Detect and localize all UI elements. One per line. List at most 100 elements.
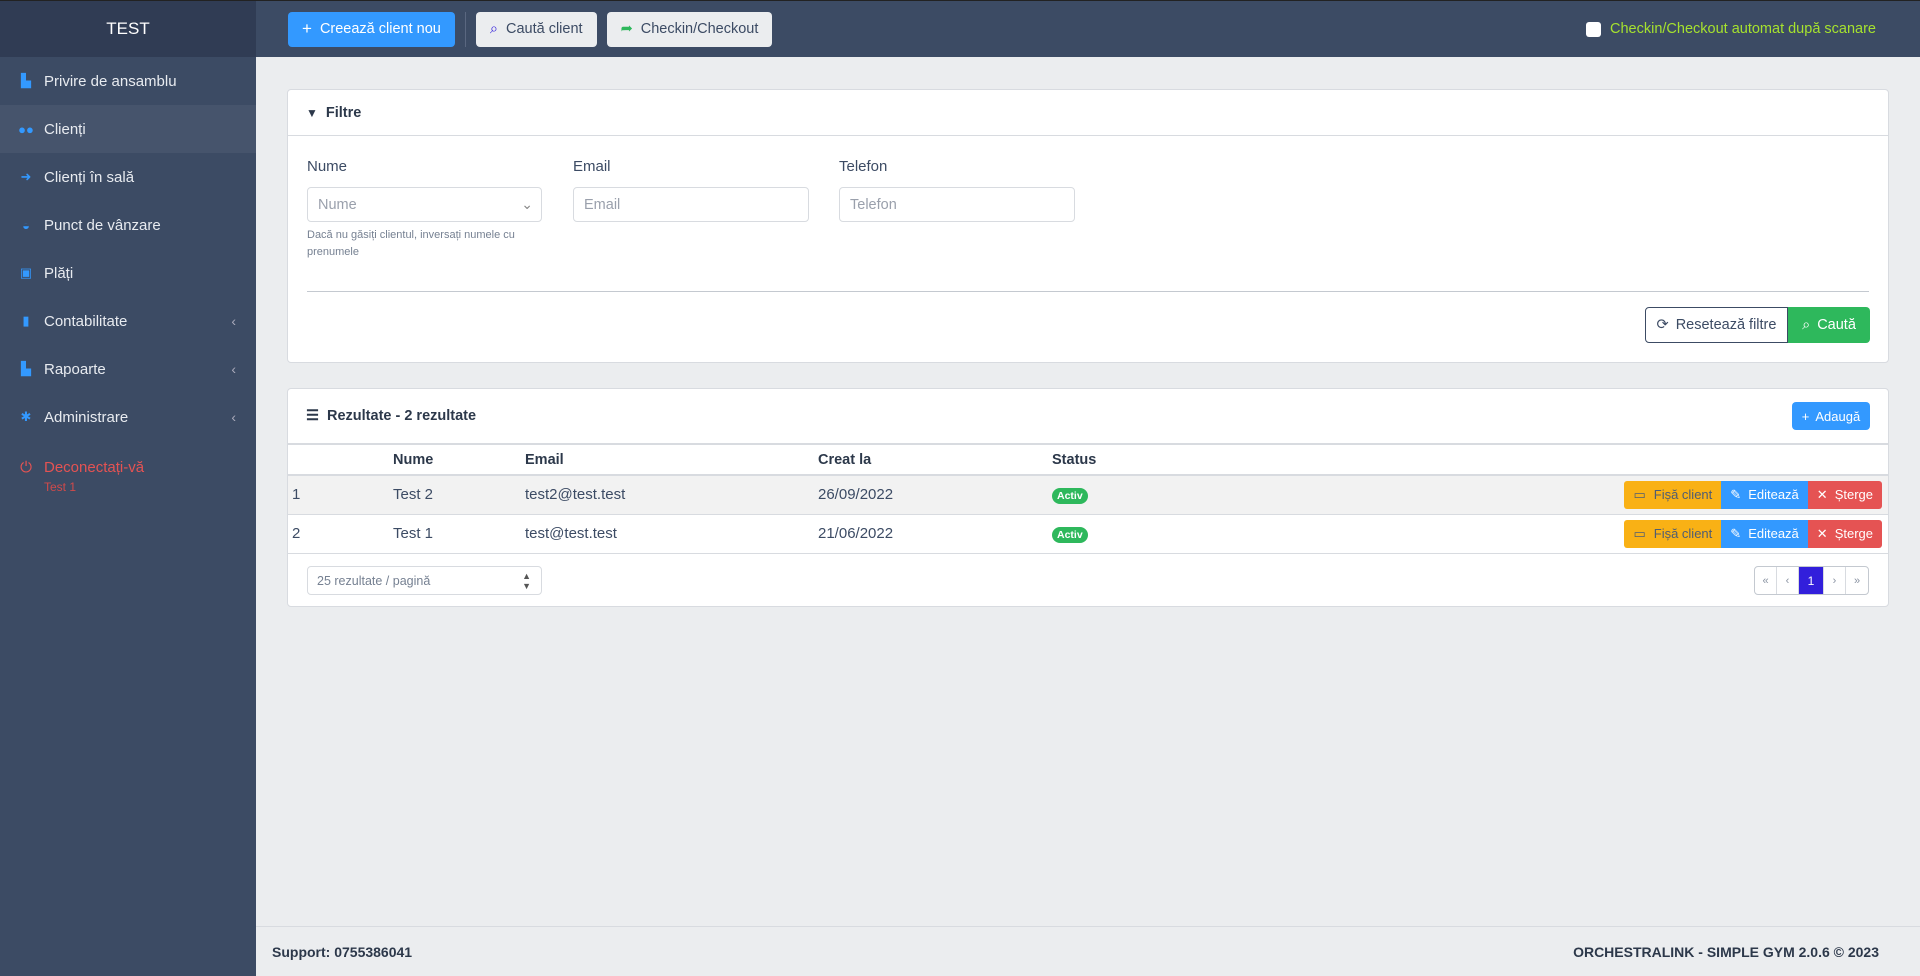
column-header-index [288, 443, 393, 476]
phone-input[interactable]: Telefon [839, 187, 1075, 222]
per-page-value: 25 rezultate / pagină [317, 573, 431, 588]
sidebar-item-payments[interactable]: ▣ Plăți [0, 249, 256, 297]
logged-user: Test 1 [44, 480, 77, 494]
sidebar-item-accounting[interactable]: ▮ Contabilitate ‹ [0, 297, 256, 345]
users-icon: ●● [18, 121, 34, 137]
basket-icon: ◒ [22, 217, 30, 233]
results-card: ☰ Rezultate - 2 rezultate + Adaugă Nume Em… [287, 388, 1889, 607]
results-table: Nume Email Creat la Status 1 Test 2 test… [288, 443, 1888, 554]
sidebar-item-reports[interactable]: ▙ Rapoarte ‹ [0, 345, 256, 393]
client-card-button[interactable]: ▭ Fișă client [1624, 480, 1722, 509]
page-1-button[interactable]: 1 [1799, 567, 1824, 594]
sort-arrows-icon: ▲ ▼ [522, 570, 531, 591]
search-icon: ⌕ [1802, 317, 1811, 333]
money-icon: ▣ [19, 265, 33, 280]
client-card-button[interactable]: ▭ Fișă client [1624, 519, 1722, 548]
chevron-left-icon: ‹ [231, 313, 236, 329]
button-label: Fișă client [1653, 487, 1713, 503]
prev-page-button[interactable]: ‹ [1777, 567, 1799, 594]
filter-icon: ▼ [306, 105, 318, 120]
reset-filters-button[interactable]: ⟳ Resetează filtre [1645, 307, 1788, 343]
auto-checkin-checkbox[interactable] [1586, 21, 1601, 37]
chevron-left-icon: ‹ [231, 409, 236, 425]
copyright: ORCHESTRALINK - SIMPLE GYM 2.0.6 © 2023 [1573, 943, 1879, 960]
name-select[interactable]: Nume ⌄ [307, 187, 542, 222]
list-icon: ☰ [306, 408, 319, 424]
delete-button[interactable]: ✕ Șterge [1807, 519, 1882, 548]
row-email: test2@test.test [525, 475, 818, 515]
email-label: Email [573, 158, 611, 175]
footer: Support: 0755386041 ORCHESTRALINK - SIMP… [256, 926, 1920, 976]
sidebar-item-label: Privire de ansamblu [44, 72, 177, 90]
results-title: Rezultate - 2 rezultate [327, 408, 477, 424]
column-header-actions [1252, 443, 1888, 476]
sidebar-item-label: Clienți în sală [44, 168, 135, 186]
phone-placeholder: Telefon [850, 196, 897, 213]
edit-button[interactable]: ✎ Editează [1721, 519, 1808, 548]
logout-link[interactable]: ⏻ Deconectați-vă Test 1 [0, 441, 256, 494]
divider [464, 11, 466, 47]
phone-label: Telefon [839, 158, 888, 175]
email-placeholder: Email [584, 196, 621, 213]
results-header: ☰ Rezultate - 2 rezultate [288, 389, 1888, 443]
search-button[interactable]: ⌕ Caută [1788, 307, 1870, 343]
divider [307, 291, 1869, 292]
create-client-button[interactable]: + Creează client nou [288, 11, 455, 47]
add-button[interactable]: + Adaugă [1792, 402, 1870, 430]
column-header-name[interactable]: Nume [393, 443, 525, 476]
edit-icon: ✎ [1730, 525, 1742, 541]
close-icon: ✕ [1816, 486, 1828, 502]
column-header-created[interactable]: Creat la [818, 443, 1052, 476]
sidebar-item-point-of-sale[interactable]: ◒ Punct de vânzare [0, 201, 256, 249]
row-name: Test 2 [393, 475, 525, 515]
share-icon: ➦ [620, 21, 633, 37]
row-index: 1 [288, 475, 393, 515]
checkin-checkout-button[interactable]: ➦ Checkin/Checkout [606, 11, 773, 47]
sidebar-item-label: Plăți [44, 264, 74, 282]
auto-checkin-label: Checkin/Checkout automat după scanare [1610, 21, 1876, 37]
button-label: Editează [1748, 526, 1799, 541]
button-label: Editează [1748, 487, 1799, 503]
next-page-button[interactable]: › [1824, 567, 1846, 594]
table-row: 2 Test 1 test@test.test 21/06/2022 Activ… [288, 514, 1888, 554]
email-input[interactable]: Email [573, 187, 809, 222]
button-label: Șterge [1834, 526, 1873, 541]
first-page-button[interactable]: « [1755, 567, 1777, 594]
search-client-button[interactable]: ⌕ Caută client [475, 11, 597, 47]
chart-icon: ▙ [21, 361, 31, 376]
column-header-status[interactable]: Status [1052, 443, 1252, 476]
name-help-text: Dacă nu găsiți clientul, inversați numel… [307, 229, 515, 258]
status-badge: Activ [1052, 488, 1088, 505]
file-icon: ▮ [22, 313, 30, 328]
button-label: Caută [1817, 317, 1856, 333]
per-page-select[interactable]: 25 rezultate / pagină ▲ ▼ [307, 566, 542, 595]
plus-icon: + [1801, 408, 1810, 424]
logout-label: Deconectați-vă [44, 459, 145, 476]
power-icon: ⏻ [20, 459, 32, 476]
edit-button[interactable]: ✎ Editează [1721, 480, 1808, 509]
sidebar-item-label: Punct de vânzare [44, 216, 161, 234]
id-card-icon: ▭ [1633, 486, 1646, 502]
support-phone: Support: 0755386041 [272, 943, 413, 960]
filters-header: ▼ Filtre [288, 90, 1888, 136]
row-created: 21/06/2022 [818, 514, 1052, 554]
sidebar-item-label: Administrare [44, 408, 129, 426]
sidebar-item-administration[interactable]: ✱ Administrare ‹ [0, 393, 256, 441]
sidebar-item-clients[interactable]: ●● Clienți [0, 105, 256, 153]
name-placeholder: Nume [318, 196, 357, 213]
sidebar-item-clients-in-gym[interactable]: ➜ Clienți în sală [0, 153, 256, 201]
delete-button[interactable]: ✕ Șterge [1807, 480, 1882, 509]
sidebar-item-label: Contabilitate [44, 312, 128, 330]
auto-checkin-toggle[interactable]: Checkin/Checkout automat după scanare [1586, 21, 1876, 37]
button-label: Checkin/Checkout [640, 21, 759, 37]
row-created: 26/09/2022 [818, 475, 1052, 515]
edit-icon: ✎ [1730, 486, 1742, 502]
chevron-left-icon: ‹ [231, 361, 236, 377]
close-icon: ✕ [1816, 525, 1828, 541]
button-label: Șterge [1834, 487, 1873, 503]
row-email: test@test.test [525, 514, 818, 554]
column-header-email[interactable]: Email [525, 443, 818, 476]
brand: TEST [0, 1, 256, 57]
sidebar-item-overview[interactable]: ▙ Privire de ansamblu [0, 57, 256, 105]
last-page-button[interactable]: » [1853, 574, 1861, 587]
